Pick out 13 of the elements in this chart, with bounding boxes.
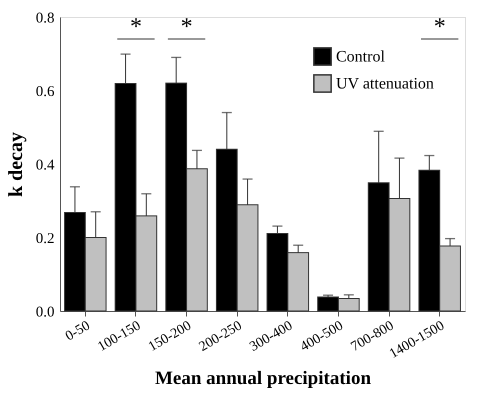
annotation: * — [130, 14, 142, 40]
annotation: * — [434, 14, 446, 40]
annotation: * — [180, 14, 193, 40]
y-tick-label: 0.2 — [36, 231, 54, 247]
y-tick-label: 0.8 — [36, 10, 54, 26]
x-tick-label: 0-50 — [63, 318, 93, 344]
legend-label: UV attenuation — [336, 76, 434, 92]
y-tick-label: 0.0 — [36, 304, 54, 320]
y-tick-label: 0.6 — [36, 84, 55, 100]
legend-label: Control — [336, 48, 386, 66]
x-axis-title: Mean annual precipitation — [154, 368, 372, 389]
y-axis-title: k decay — [4, 132, 27, 197]
y-tick-label: 0.4 — [36, 158, 55, 174]
